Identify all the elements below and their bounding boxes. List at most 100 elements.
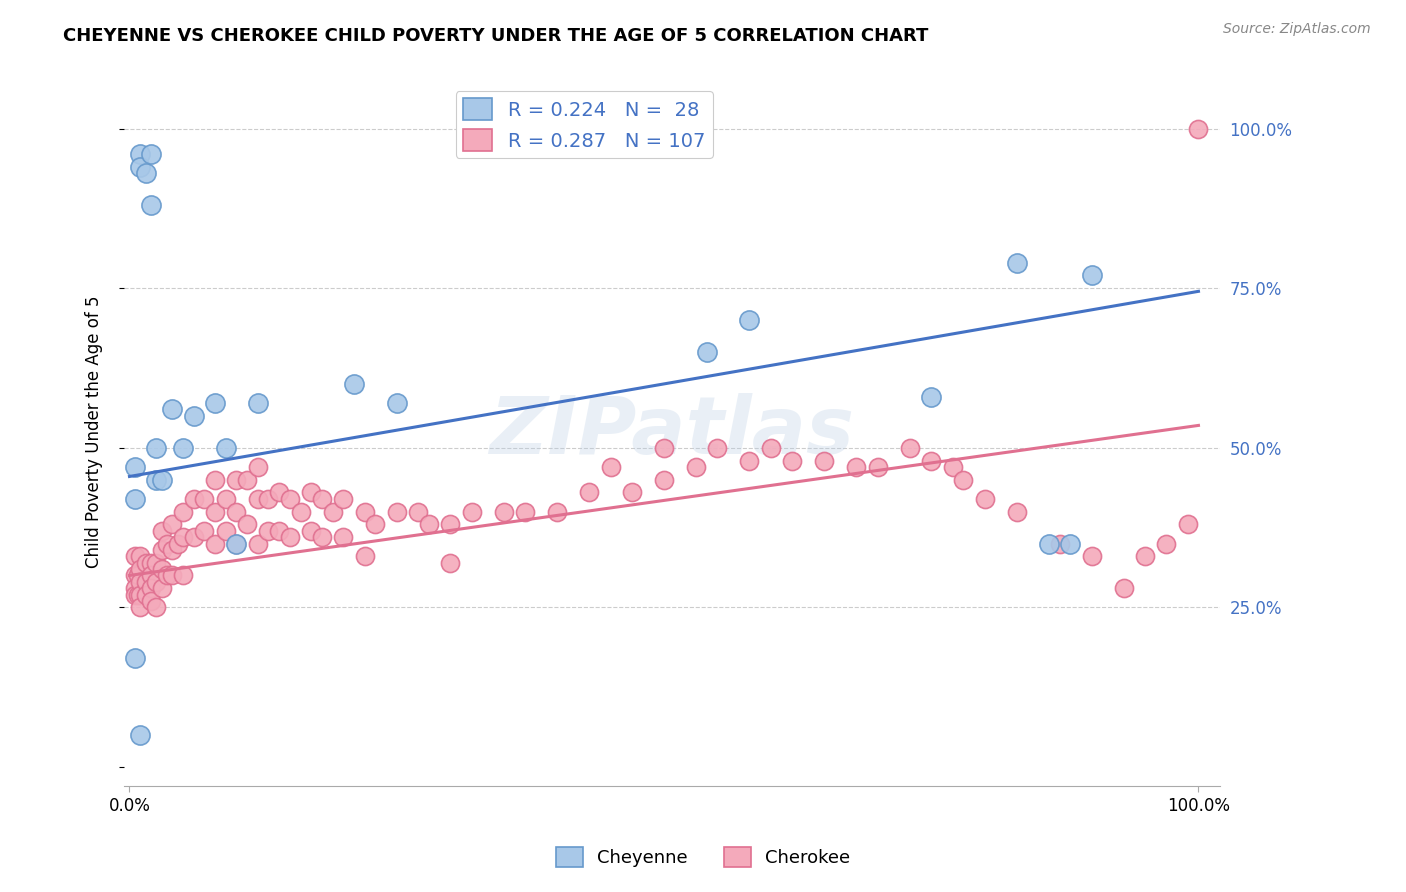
Text: CHEYENNE VS CHEROKEE CHILD POVERTY UNDER THE AGE OF 5 CORRELATION CHART: CHEYENNE VS CHEROKEE CHILD POVERTY UNDER… xyxy=(63,27,928,45)
Point xyxy=(127,568,149,582)
Point xyxy=(353,505,375,519)
Point xyxy=(269,485,291,500)
Y-axis label: Child Poverty Under the Age of 5: Child Poverty Under the Age of 5 xyxy=(86,295,103,568)
Point xyxy=(1038,536,1060,550)
Point xyxy=(813,453,835,467)
Point xyxy=(299,524,322,538)
Point xyxy=(738,313,761,327)
Point xyxy=(129,160,152,174)
Point xyxy=(257,524,280,538)
Point xyxy=(139,594,162,608)
Point xyxy=(845,459,868,474)
Point xyxy=(193,491,215,506)
Point xyxy=(920,390,942,404)
Point xyxy=(299,485,322,500)
Point xyxy=(150,473,173,487)
Point xyxy=(364,517,387,532)
Point xyxy=(124,581,146,595)
Text: Source: ZipAtlas.com: Source: ZipAtlas.com xyxy=(1223,22,1371,37)
Point xyxy=(269,524,291,538)
Point xyxy=(156,568,179,582)
Point xyxy=(204,505,226,519)
Point xyxy=(1133,549,1156,564)
Point xyxy=(129,600,152,615)
Point xyxy=(1005,255,1028,269)
Point xyxy=(236,473,259,487)
Point xyxy=(322,505,344,519)
Point xyxy=(780,453,803,467)
Point xyxy=(332,491,354,506)
Point xyxy=(406,505,429,519)
Point xyxy=(124,549,146,564)
Point xyxy=(129,549,152,564)
Point xyxy=(134,574,156,589)
Point xyxy=(257,491,280,506)
Point xyxy=(290,505,312,519)
Point xyxy=(134,556,156,570)
Point xyxy=(150,524,173,538)
Point xyxy=(204,396,226,410)
Point xyxy=(129,588,152,602)
Point xyxy=(439,517,461,532)
Point xyxy=(145,574,167,589)
Point xyxy=(898,441,921,455)
Point xyxy=(139,581,162,595)
Point xyxy=(973,491,995,506)
Text: ZIPatlas: ZIPatlas xyxy=(489,392,855,471)
Point xyxy=(124,459,146,474)
Point xyxy=(139,198,162,212)
Legend: R = 0.224   N =  28, R = 0.287   N = 107: R = 0.224 N = 28, R = 0.287 N = 107 xyxy=(456,91,713,159)
Point xyxy=(162,402,184,417)
Point xyxy=(225,536,247,550)
Point xyxy=(578,485,600,500)
Point xyxy=(599,459,621,474)
Point xyxy=(278,491,301,506)
Point xyxy=(1080,549,1102,564)
Point xyxy=(652,441,675,455)
Point xyxy=(172,505,194,519)
Point xyxy=(172,441,194,455)
Point xyxy=(139,556,162,570)
Point xyxy=(145,556,167,570)
Point xyxy=(183,409,205,423)
Point xyxy=(183,530,205,544)
Point xyxy=(225,536,247,550)
Point xyxy=(1187,121,1209,136)
Point xyxy=(150,581,173,595)
Point xyxy=(942,459,965,474)
Point xyxy=(696,345,718,359)
Point xyxy=(246,459,269,474)
Point xyxy=(204,536,226,550)
Point xyxy=(139,147,162,161)
Point xyxy=(246,491,269,506)
Point xyxy=(134,588,156,602)
Point xyxy=(759,441,782,455)
Point xyxy=(162,542,184,557)
Point xyxy=(145,600,167,615)
Point xyxy=(246,536,269,550)
Legend: Cheyenne, Cherokee: Cheyenne, Cherokee xyxy=(548,839,858,874)
Point xyxy=(124,568,146,582)
Point xyxy=(311,530,333,544)
Point xyxy=(129,562,152,576)
Point xyxy=(215,524,238,538)
Point xyxy=(215,441,238,455)
Point xyxy=(129,574,152,589)
Point xyxy=(246,396,269,410)
Point xyxy=(1005,505,1028,519)
Point xyxy=(134,166,156,180)
Point xyxy=(156,536,179,550)
Point xyxy=(166,536,188,550)
Point xyxy=(172,530,194,544)
Point xyxy=(1049,536,1071,550)
Point xyxy=(353,549,375,564)
Point xyxy=(124,491,146,506)
Point xyxy=(652,473,675,487)
Point xyxy=(685,459,707,474)
Point xyxy=(1059,536,1081,550)
Point xyxy=(418,517,440,532)
Point xyxy=(225,505,247,519)
Point xyxy=(150,562,173,576)
Point xyxy=(162,517,184,532)
Point xyxy=(172,568,194,582)
